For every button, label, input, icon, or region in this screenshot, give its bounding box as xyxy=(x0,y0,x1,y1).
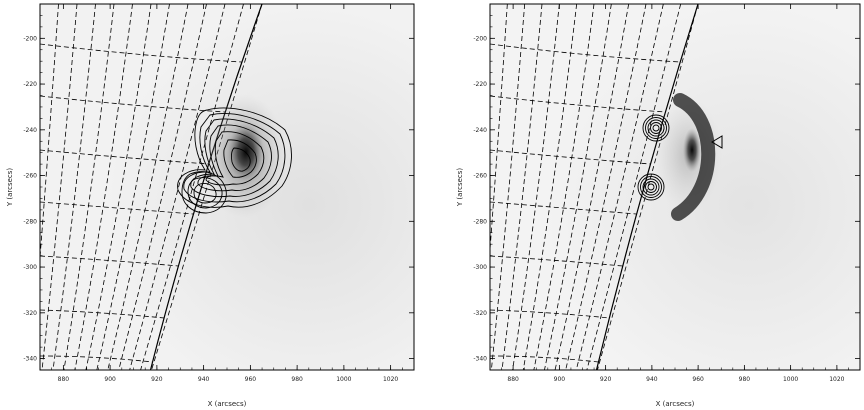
y-axis: -200 -220 -240 -260 -280 -300 -320 -340 xyxy=(473,3,860,371)
y-tick-label: -320 xyxy=(23,310,37,317)
grid-parallel xyxy=(40,149,209,165)
y-tick-label: -340 xyxy=(23,356,37,363)
grid-meridian xyxy=(533,4,595,370)
grid-meridian xyxy=(40,4,59,263)
y-tick-label: -300 xyxy=(23,264,37,271)
y-axis: -200 -220 -240 -260 -280 -300 -320 -340 xyxy=(23,3,414,371)
y-tick-label: -260 xyxy=(23,173,37,180)
grid-parallel xyxy=(490,43,680,63)
x-tick-label: 940 xyxy=(646,376,658,383)
x-tick-label: 900 xyxy=(104,376,116,383)
grid-meridian xyxy=(586,4,682,370)
x-axis-label: X (arcsecs) xyxy=(656,400,695,408)
grid-meridian xyxy=(522,4,578,370)
grid-meridian xyxy=(129,4,226,370)
grid-meridian xyxy=(501,4,543,370)
grid-parallel xyxy=(490,255,623,267)
y-tick-label: -340 xyxy=(473,356,487,363)
grid-parallel xyxy=(40,95,226,113)
grid-meridian xyxy=(107,4,189,370)
grid-parallel xyxy=(490,95,666,113)
grid-meridian xyxy=(85,4,152,370)
x-tick-label: 880 xyxy=(58,376,70,383)
grid-parallel xyxy=(40,43,242,63)
grid-parallel xyxy=(490,149,651,165)
heliographic-grid xyxy=(490,4,699,370)
grid-meridian xyxy=(41,4,78,370)
x-tick-label: 920 xyxy=(600,376,612,383)
grid-meridian xyxy=(597,4,699,370)
y-axis-label: Y (arcsecs) xyxy=(6,168,14,208)
x-axis: 880 900 920 940 960 980 1000 1020 xyxy=(39,4,415,383)
y-tick-label: -300 xyxy=(473,264,487,271)
y-tick-label: -320 xyxy=(473,310,487,317)
grid-meridian xyxy=(490,4,508,255)
right-panel: 880 900 920 940 960 980 1000 1020 -200-220-240-… xyxy=(456,3,861,408)
grid-parallel xyxy=(490,309,610,319)
grid-meridian xyxy=(63,4,115,370)
grid-meridian xyxy=(565,4,647,370)
y-tick-label: -240 xyxy=(473,127,487,134)
grid-meridian xyxy=(118,4,207,370)
x-tick-label: 1020 xyxy=(829,376,844,383)
y-tick-label: -220 xyxy=(473,81,487,88)
grid-parallel xyxy=(490,355,599,363)
x-tick-label: 940 xyxy=(198,376,210,383)
grid-meridian xyxy=(96,4,170,370)
x-tick-label: 880 xyxy=(507,376,519,383)
grid-meridian xyxy=(554,4,630,370)
grid-parallel xyxy=(40,255,179,267)
x-tick-label: 1000 xyxy=(336,376,351,383)
left-panel: 880 900 920 940 960 980 1000 1020 -200-220-240-… xyxy=(6,3,415,408)
y-tick-label: -260 xyxy=(473,173,487,180)
y-tick-label: -200 xyxy=(473,35,487,42)
contour-set xyxy=(177,107,292,214)
grid-meridian xyxy=(490,4,526,370)
x-axis: 880 900 920 940 960 980 1000 1020 xyxy=(489,4,861,383)
grid-meridian xyxy=(74,4,133,370)
x-tick-label: 980 xyxy=(739,376,751,383)
x-tick-label: 960 xyxy=(245,376,257,383)
x-tick-label: 980 xyxy=(291,376,303,383)
contour-set xyxy=(637,114,670,201)
grid-meridian xyxy=(512,4,560,370)
grid-parallel xyxy=(490,201,637,215)
y-tick-label: -200 xyxy=(23,35,37,42)
x-tick-label: 1020 xyxy=(383,376,398,383)
y-tick-label: -220 xyxy=(23,81,37,88)
grid-meridian xyxy=(544,4,612,370)
grid-parallel xyxy=(40,201,194,215)
x-tick-label: 900 xyxy=(554,376,566,383)
solar-limb xyxy=(149,4,263,370)
y-axis-label: Y (arcsecs) xyxy=(456,168,464,208)
x-tick-label: 920 xyxy=(151,376,163,383)
grid-meridian xyxy=(140,4,244,370)
emission-image xyxy=(654,93,722,221)
x-axis-label: X (arcsecs) xyxy=(208,400,247,408)
grid-parallel xyxy=(40,355,153,363)
y-tick-label: -280 xyxy=(23,218,37,225)
x-tick-label: 1000 xyxy=(783,376,798,383)
y-tick-label: -240 xyxy=(23,127,37,134)
y-tick-label: -280 xyxy=(473,218,487,225)
x-tick-label: 960 xyxy=(692,376,704,383)
grid-meridian xyxy=(575,4,664,370)
grid-meridian xyxy=(52,4,96,370)
diamond-marker xyxy=(711,135,723,149)
